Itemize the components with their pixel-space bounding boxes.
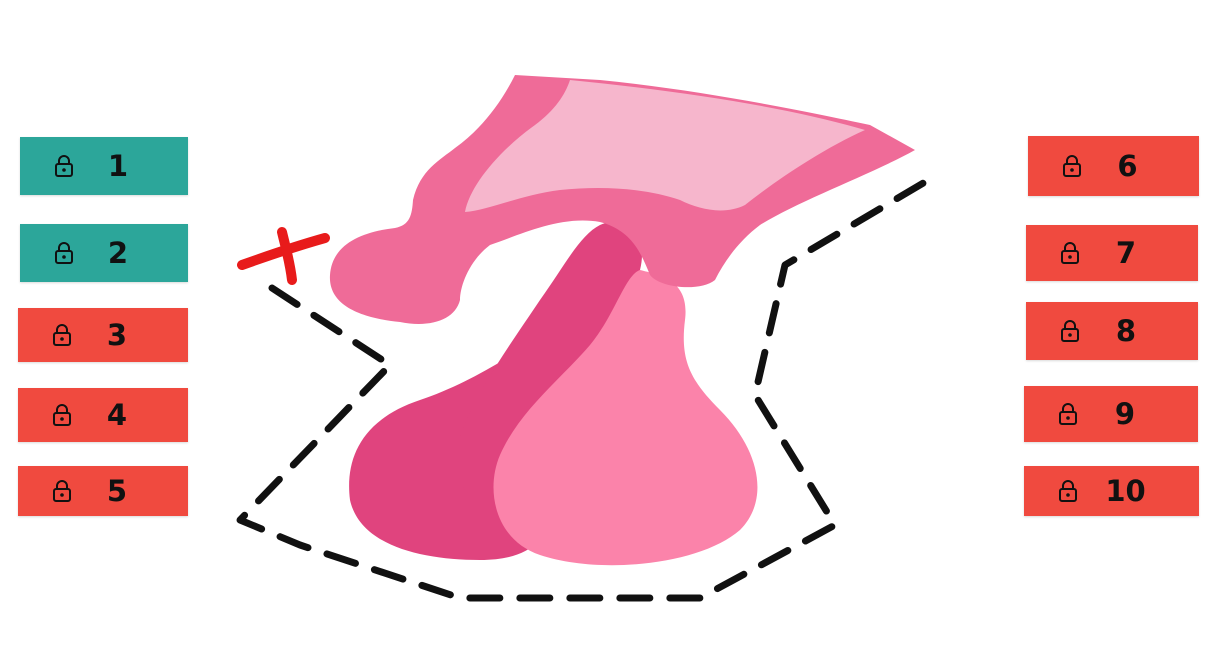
- x-marker-icon[interactable]: [237, 227, 330, 285]
- level-button-6[interactable]: 6: [1028, 136, 1199, 196]
- level-number: 4: [106, 398, 128, 432]
- level-number: 6: [1117, 149, 1138, 183]
- dashed-target-outline: [236, 178, 929, 602]
- level-button-9[interactable]: 9: [1024, 386, 1198, 442]
- level-button-1[interactable]: 1: [20, 137, 188, 195]
- level-number: 3: [106, 318, 128, 352]
- lock-icon: [1059, 480, 1077, 502]
- level-number: 10: [1105, 474, 1146, 508]
- level-number: 5: [106, 474, 128, 508]
- level-button-3[interactable]: 3: [18, 308, 188, 362]
- level-button-10[interactable]: 10: [1024, 466, 1199, 516]
- shape-stem-dark: [456, 222, 642, 499]
- lock-icon: [1063, 155, 1081, 177]
- lock-icon: [55, 155, 73, 177]
- level-number: 7: [1115, 236, 1137, 270]
- lock-icon: [1061, 320, 1079, 342]
- lock-icon: [53, 480, 71, 502]
- lock-icon: [53, 324, 71, 346]
- level-button-5[interactable]: 5: [18, 466, 188, 516]
- lock-icon: [1061, 242, 1079, 264]
- level-button-2[interactable]: 2: [20, 224, 188, 282]
- shape-head-light: [465, 80, 865, 212]
- shape-lobe-light: [493, 270, 758, 566]
- level-button-7[interactable]: 7: [1026, 225, 1198, 281]
- lock-icon: [53, 404, 71, 426]
- level-number: 2: [107, 236, 129, 270]
- level-button-4[interactable]: 4: [18, 388, 188, 442]
- level-number: 8: [1115, 314, 1137, 348]
- level-number: 1: [107, 149, 129, 183]
- level-button-8[interactable]: 8: [1026, 302, 1198, 360]
- lock-icon: [1059, 403, 1077, 425]
- lock-icon: [55, 242, 73, 264]
- level-number: 9: [1114, 397, 1136, 431]
